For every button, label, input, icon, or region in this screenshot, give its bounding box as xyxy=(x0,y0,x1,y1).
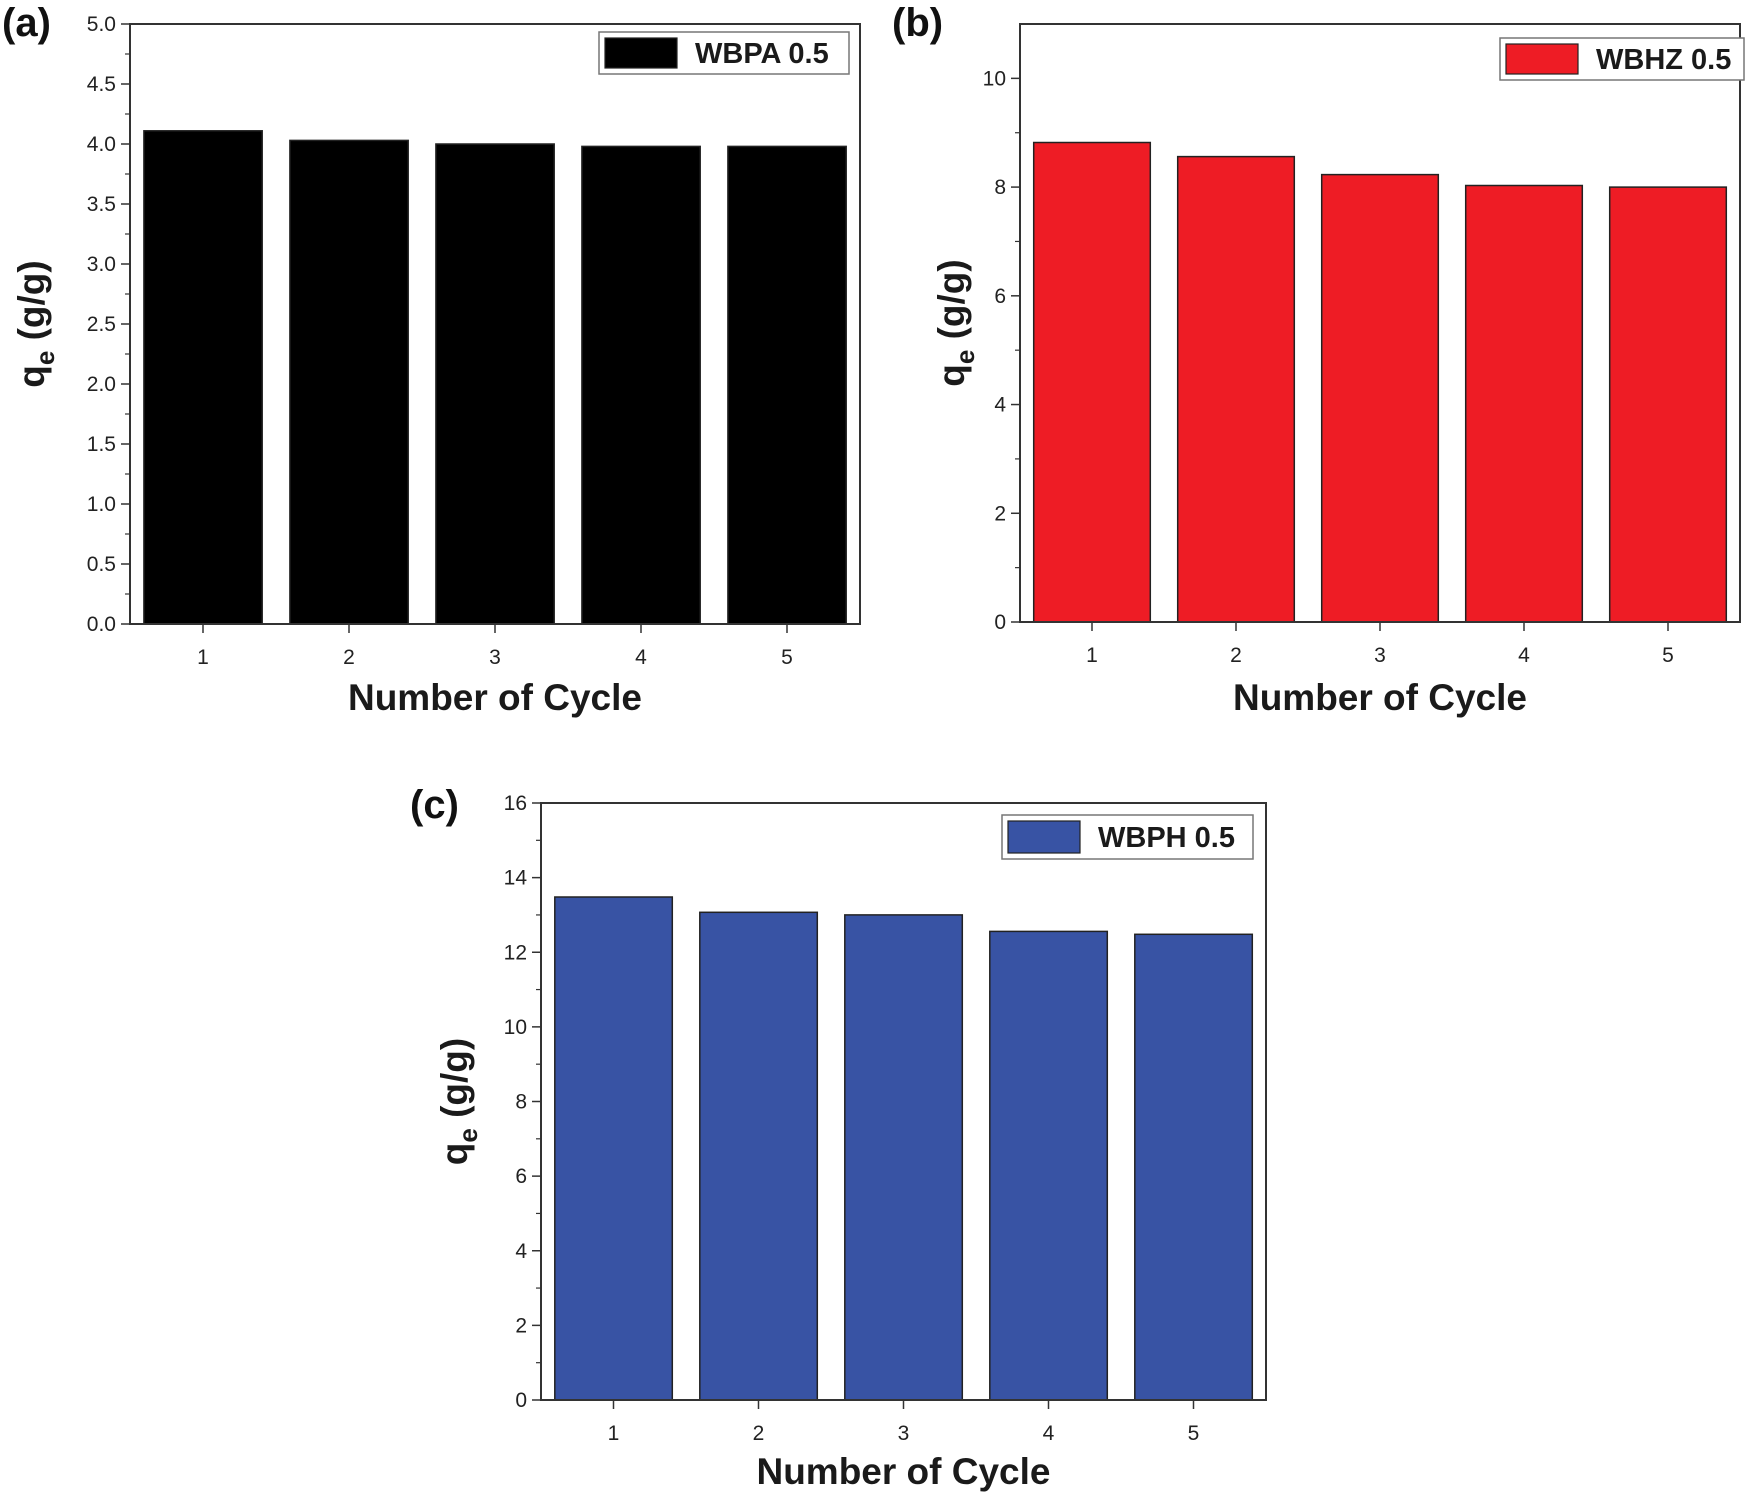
bar xyxy=(1608,186,1728,623)
legend-swatch xyxy=(1505,43,1579,75)
bar xyxy=(554,896,674,1401)
y-tick-label: 0.5 xyxy=(87,553,116,576)
x-tick-label: 1 xyxy=(197,646,209,669)
legend-label: WBPH 0.5 xyxy=(1098,822,1235,854)
y-tick-label: 4.5 xyxy=(87,73,116,96)
bar xyxy=(844,914,964,1401)
chart-panel-1: (a) 0.0 0.5 1.0 1.5 2.0 2.5 3.0 3.5 4.0 4.5 5.0 1 2 3 4… xyxy=(2,1,861,718)
bar xyxy=(581,145,701,625)
x-tick-label: 4 xyxy=(635,646,647,669)
panel-label: (a) xyxy=(2,1,51,45)
legend-swatch xyxy=(604,37,678,69)
legend-label: WBPA 0.5 xyxy=(695,38,829,70)
y-tick-label: 1.0 xyxy=(87,493,116,516)
y-tick-label: 8 xyxy=(515,1091,527,1114)
bar xyxy=(1134,933,1254,1401)
y-tick-label: 14 xyxy=(504,867,528,890)
y-axis-title: qe (g/g) xyxy=(434,1038,483,1165)
y-tick-label: 8 xyxy=(994,176,1006,199)
y-tick-label: 6 xyxy=(994,285,1006,308)
bar xyxy=(1032,141,1152,623)
y-tick-label: 2.0 xyxy=(87,373,116,396)
x-tick-label: 3 xyxy=(489,646,501,669)
y-tick-label: 10 xyxy=(504,1016,527,1039)
y-tick-label: 4 xyxy=(994,394,1006,417)
x-tick-label: 5 xyxy=(1188,1422,1200,1445)
y-tick-label: 3.0 xyxy=(87,253,116,276)
bar xyxy=(699,911,819,1401)
bar xyxy=(435,143,555,625)
y-axis-title: qe (g/g) xyxy=(11,260,60,387)
y-tick-label: 16 xyxy=(504,792,527,815)
x-tick-label: 1 xyxy=(1086,644,1098,667)
x-tick-label: 5 xyxy=(1662,644,1674,667)
x-tick-label: 4 xyxy=(1518,644,1530,667)
panel-label: (c) xyxy=(410,783,459,827)
x-axis-title: Number of Cycle xyxy=(756,1451,1050,1492)
bar xyxy=(1320,173,1440,623)
y-tick-label: 2.5 xyxy=(87,313,116,336)
bar xyxy=(727,145,847,625)
bar xyxy=(1176,155,1296,623)
x-tick-label: 2 xyxy=(343,646,355,669)
x-tick-label: 1 xyxy=(608,1422,620,1445)
y-tick-label: 10 xyxy=(983,67,1006,90)
bar xyxy=(143,130,263,625)
y-tick-label: 4.0 xyxy=(87,133,116,156)
y-tick-label: 0 xyxy=(994,611,1006,634)
y-tick-label: 12 xyxy=(504,941,527,964)
x-tick-label: 2 xyxy=(753,1422,765,1445)
y-tick-label: 5.0 xyxy=(87,13,116,36)
x-axis-title: Number of Cycle xyxy=(1233,677,1527,718)
x-tick-label: 4 xyxy=(1043,1422,1055,1445)
y-tick-label: 4 xyxy=(515,1240,527,1263)
x-tick-label: 3 xyxy=(1374,644,1386,667)
bar xyxy=(289,139,409,625)
y-tick-label: 2 xyxy=(515,1314,527,1337)
y-tick-label: 0 xyxy=(515,1389,527,1412)
y-tick-label: 3.5 xyxy=(87,193,116,216)
y-tick-label: 2 xyxy=(994,502,1006,525)
legend-swatch xyxy=(1007,820,1081,854)
y-tick-label: 6 xyxy=(515,1165,527,1188)
bar xyxy=(989,930,1109,1401)
y-tick-label: 0.0 xyxy=(87,613,116,636)
x-tick-label: 2 xyxy=(1230,644,1242,667)
panel-label: (b) xyxy=(892,1,943,45)
bar xyxy=(1464,184,1584,623)
y-tick-label: 1.5 xyxy=(87,433,116,456)
x-axis-title: Number of Cycle xyxy=(348,677,642,718)
y-axis-title: qe (g/g) xyxy=(931,259,980,386)
x-tick-label: 3 xyxy=(898,1422,910,1445)
legend-label: WBHZ 0.5 xyxy=(1596,44,1731,76)
x-tick-label: 5 xyxy=(781,646,793,669)
